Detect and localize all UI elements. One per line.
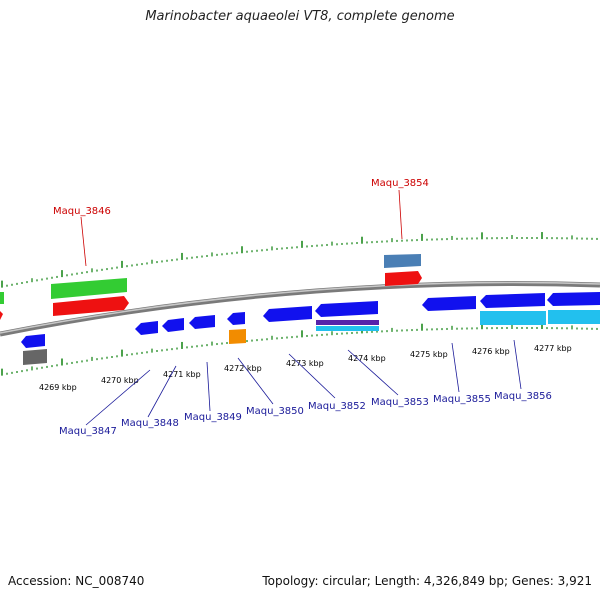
scale-labels: 4269 kbp 4270 kbp 4271 kbp 4272 kbp 4273…	[39, 344, 572, 392]
scale-label: 4270 kbp	[101, 376, 139, 385]
gene-label: Maqu_3853	[371, 397, 429, 408]
leader-lines	[80, 189, 522, 426]
gene-maqu-3853-purple	[316, 320, 379, 325]
gene-maqu-3852	[263, 306, 312, 322]
leader-line	[147, 365, 177, 418]
gene-label: Maqu_3850	[246, 406, 304, 417]
leader-line	[80, 216, 87, 267]
gene-maqu-3856-blue	[480, 293, 545, 308]
leader-line	[288, 353, 336, 399]
gene-maqu-3847-gray	[23, 349, 47, 365]
gene-label: Maqu_3849	[184, 412, 242, 423]
leader-line	[206, 361, 211, 412]
scale-label: 4273 kbp	[286, 359, 324, 368]
gene-maqu-3849	[189, 315, 215, 329]
gene-label: Maqu_3855	[433, 394, 491, 405]
gene-label: Maqu_3847	[59, 426, 117, 437]
scale-label: 4272 kbp	[224, 364, 262, 373]
gene-maqu-3856-cyan-2	[548, 310, 600, 324]
gene-label: Maqu_3852	[308, 401, 366, 412]
genome-backbone	[0, 281, 600, 337]
gene-maqu-3848	[135, 321, 158, 335]
leader-line	[513, 339, 522, 390]
scale-label: 4275 kbp	[410, 350, 448, 359]
scale-label: 4277 kbp	[534, 344, 572, 353]
gene-maqu-3853-cyan	[316, 326, 379, 331]
gene-features	[0, 254, 600, 365]
leader-line	[347, 349, 399, 396]
topology-label: Topology: circular; Length: 4,326,849 bp…	[262, 574, 592, 588]
gene-maqu-3849a	[162, 318, 184, 332]
genome-backbone-highlight	[0, 281, 600, 334]
gene-maqu-3850-blue	[227, 312, 245, 325]
tick-row-top	[1, 232, 598, 288]
scale-label: 4269 kbp	[39, 383, 77, 392]
gene-green-partial	[0, 292, 4, 304]
gene-maqu-3846-red	[53, 296, 129, 316]
gene-label: Maqu_3848	[121, 418, 179, 429]
gene-maqu-3850-orange	[229, 329, 246, 344]
gene-label: Maqu_3856	[494, 391, 552, 402]
scale-label: 4271 kbp	[163, 370, 201, 379]
gene-maqu-3856-blue-2	[547, 292, 600, 306]
gene-maqu-3854-steel	[384, 254, 421, 268]
gene-maqu-3855	[422, 296, 476, 311]
gene-maqu-3853-blue	[315, 301, 378, 317]
scale-label: 4274 kbp	[348, 354, 386, 363]
leader-line	[85, 369, 151, 426]
leader-line	[398, 189, 403, 240]
gene-maqu-3846-green	[51, 278, 127, 299]
leader-line	[237, 357, 274, 405]
scale-label: 4276 kbp	[472, 347, 510, 356]
gene-labels: Maqu_3846 Maqu_3854 Maqu_3847 Maqu_3848 …	[53, 178, 552, 437]
accession-label: Accession: NC_008740	[8, 574, 145, 588]
gene-maqu-3856-cyan	[480, 311, 546, 325]
gene-red-partial	[0, 311, 3, 320]
gene-label: Maqu_3854	[371, 178, 429, 189]
gene-maqu-3847-blue	[21, 334, 45, 348]
gene-maqu-3854-red	[385, 271, 422, 286]
leader-line	[451, 342, 460, 393]
gene-label: Maqu_3846	[53, 206, 111, 217]
map-title: Marinobacter aquaeolei VT8, complete gen…	[145, 9, 455, 24]
